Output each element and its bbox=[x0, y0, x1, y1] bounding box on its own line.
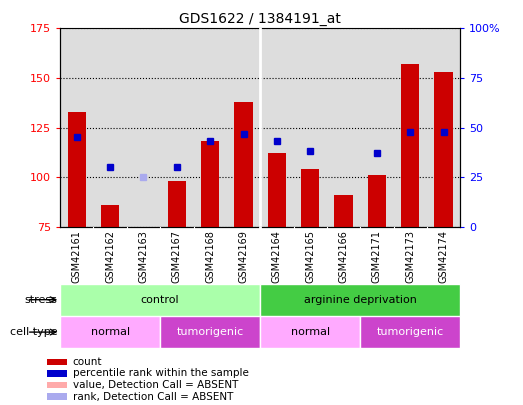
Text: arginine deprivation: arginine deprivation bbox=[304, 295, 417, 305]
Text: GSM42169: GSM42169 bbox=[238, 230, 248, 283]
Bar bbox=[47, 393, 67, 400]
Text: GSM42168: GSM42168 bbox=[205, 230, 215, 283]
Text: stress: stress bbox=[25, 295, 58, 305]
Text: GSM42174: GSM42174 bbox=[439, 230, 449, 283]
Bar bbox=[47, 370, 67, 377]
Bar bbox=[60, 316, 160, 348]
Text: GSM42161: GSM42161 bbox=[72, 230, 82, 283]
Bar bbox=[168, 181, 186, 227]
Text: count: count bbox=[73, 357, 102, 367]
Bar bbox=[301, 169, 320, 227]
Text: cell type: cell type bbox=[10, 327, 58, 337]
Bar bbox=[260, 316, 360, 348]
Text: control: control bbox=[141, 295, 179, 305]
Bar bbox=[47, 382, 67, 388]
Text: GSM42165: GSM42165 bbox=[305, 230, 315, 283]
Bar bbox=[60, 284, 260, 316]
Bar bbox=[435, 72, 453, 227]
Bar bbox=[201, 141, 219, 227]
Bar bbox=[160, 316, 260, 348]
Text: tumorigenic: tumorigenic bbox=[177, 327, 244, 337]
Text: GSM42162: GSM42162 bbox=[105, 230, 115, 283]
Bar bbox=[268, 153, 286, 227]
Text: tumorigenic: tumorigenic bbox=[377, 327, 444, 337]
Text: value, Detection Call = ABSENT: value, Detection Call = ABSENT bbox=[73, 380, 238, 390]
Text: GSM42163: GSM42163 bbox=[139, 230, 149, 283]
Bar bbox=[47, 359, 67, 365]
Text: GSM42173: GSM42173 bbox=[405, 230, 415, 283]
Text: GSM42164: GSM42164 bbox=[272, 230, 282, 283]
Bar bbox=[334, 195, 353, 227]
Text: GSM42167: GSM42167 bbox=[172, 230, 182, 283]
Text: GSM42166: GSM42166 bbox=[338, 230, 348, 283]
Bar bbox=[360, 316, 460, 348]
Bar bbox=[67, 112, 86, 227]
Text: normal: normal bbox=[291, 327, 330, 337]
Bar bbox=[401, 64, 419, 227]
Title: GDS1622 / 1384191_at: GDS1622 / 1384191_at bbox=[179, 12, 341, 26]
Bar bbox=[368, 175, 386, 227]
Bar bbox=[234, 102, 253, 227]
Text: rank, Detection Call = ABSENT: rank, Detection Call = ABSENT bbox=[73, 392, 233, 402]
Text: GSM42171: GSM42171 bbox=[372, 230, 382, 283]
Text: percentile rank within the sample: percentile rank within the sample bbox=[73, 369, 248, 378]
Bar bbox=[260, 284, 460, 316]
Bar bbox=[101, 205, 119, 227]
Text: normal: normal bbox=[90, 327, 130, 337]
